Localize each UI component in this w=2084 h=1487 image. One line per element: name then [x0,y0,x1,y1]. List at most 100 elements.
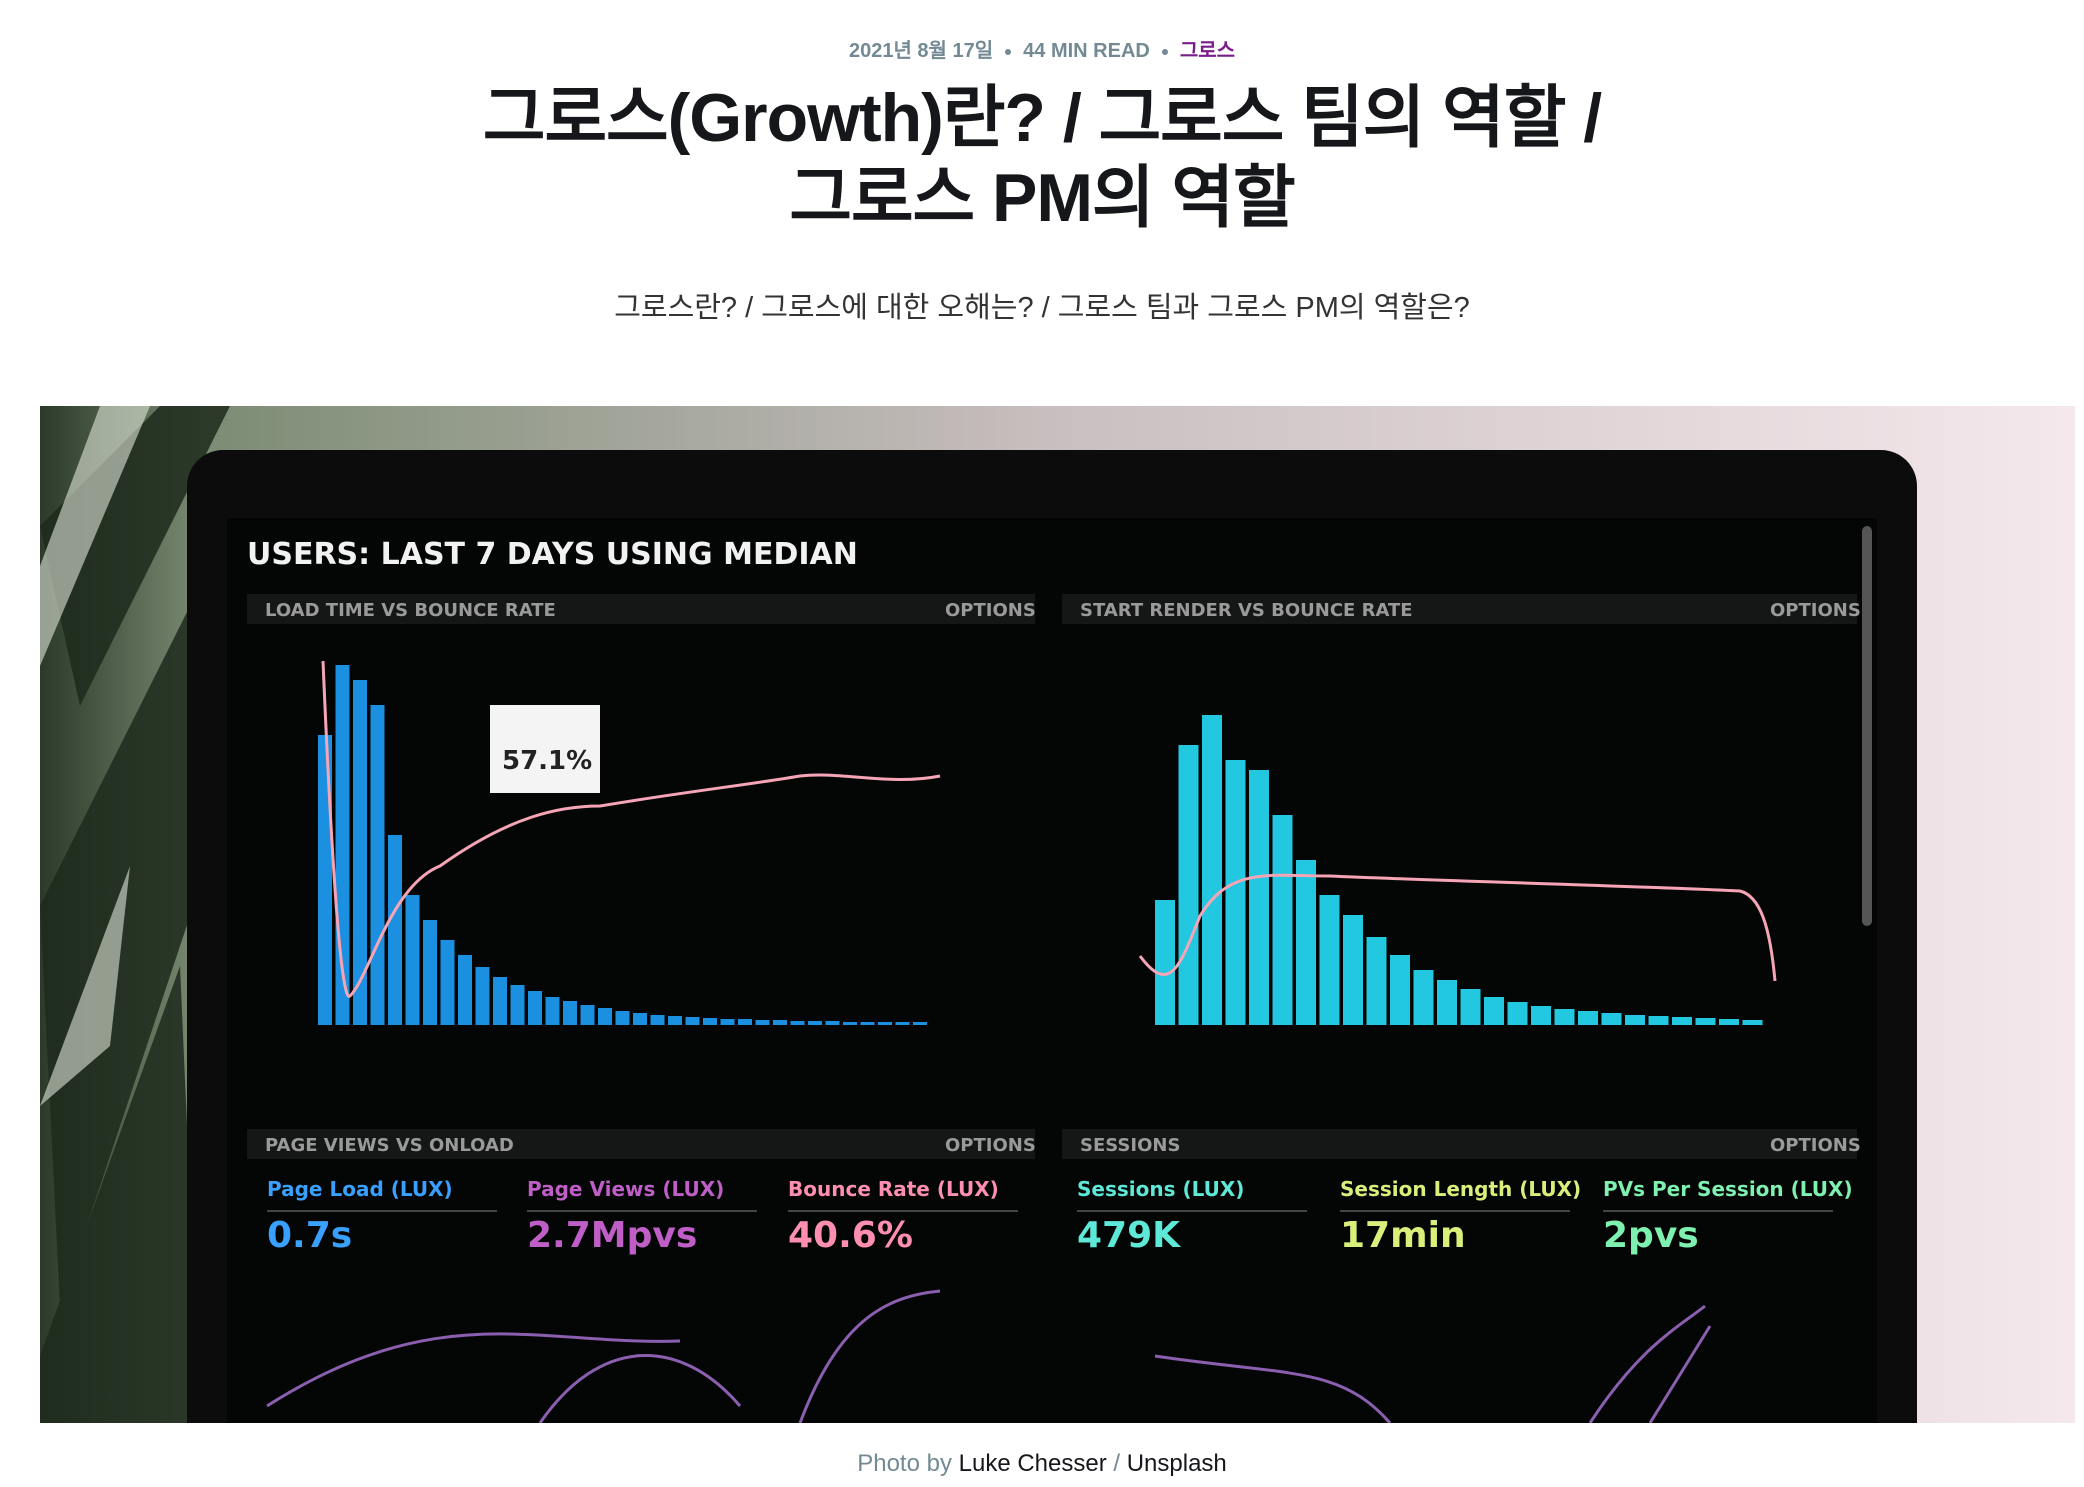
photo-bar [1225,760,1246,1025]
photo-bar [563,1001,577,1025]
photo-bar [633,1013,647,1025]
photo-bar [773,1020,787,1025]
metric-label: Sessions (LUX) [1077,1177,1244,1201]
tooltip-value: 57.1% [502,746,592,776]
photo-bar [650,1015,665,1025]
screen [227,518,1877,1423]
photo-bar [878,1022,892,1025]
photo-line [321,660,941,998]
metric-value: 40.6% [788,1215,913,1256]
image-caption: Photo by Luke Chesser / Unsplash [0,1450,2084,1478]
metric-value: 2pvs [1603,1215,1699,1256]
photo-bar [1155,900,1175,1025]
photo-bar [1319,895,1340,1025]
post-subtitle: 그로스란? / 그로스에 대한 오해는? / 그로스 팀과 그로스 PM의 역할… [614,292,1470,324]
post-date: 2021년 8월 17일 [848,40,994,62]
photo-bar [685,1017,700,1025]
photo-bar [1648,1016,1669,1025]
photo-bar [458,955,472,1025]
photo-bar [370,705,385,1025]
photo-bar [353,680,367,1025]
photo-bar [493,977,507,1025]
photo-bar [895,1022,910,1025]
photo-bar [1484,997,1504,1025]
leaves-highlight [40,406,150,1106]
photo-bar [825,1021,840,1025]
caption-separator: / [1113,1450,1121,1477]
panel-options: OPTIONS [1770,600,1861,621]
caption-prefix: Photo by [857,1450,952,1477]
post-tag[interactable]: 그로스 [1179,40,1236,62]
hero-image: USERS: LAST 7 DAYS USING MEDIAN LOAD TIM… [40,406,2075,1423]
photo-bar [475,967,490,1025]
photo-bar [1272,815,1293,1025]
metric-value: 17min [1340,1215,1466,1256]
title-line: 그로스 PM의 역할 [789,160,1295,236]
panel-header [247,594,1035,624]
photo-bar [528,991,542,1025]
metric-value: 479K [1077,1215,1181,1256]
photo-bar [1202,715,1222,1025]
separator-dot [1005,48,1012,55]
photo-bar [1437,980,1457,1025]
photo-bar [1625,1015,1645,1025]
photo-bar [1742,1020,1763,1025]
photo-bar [1695,1018,1716,1025]
photo-bar [1601,1013,1622,1025]
photo-bar [1390,955,1410,1025]
panel-title: START RENDER VS BOUNCE RATE [1080,600,1413,621]
photo-bar [860,1022,875,1025]
photo-bar [1554,1009,1575,1025]
photo-bar [1578,1011,1598,1025]
photo-bar [423,920,437,1025]
photo-bar [580,1005,595,1025]
scrollbar [1862,526,1872,926]
photo-bar [1366,937,1387,1025]
photo-bar [668,1016,682,1025]
tooltip [490,705,600,793]
photo-line [266,1289,1712,1423]
metric-label: Bounce Rate (LUX) [788,1177,999,1201]
caption-author[interactable]: Luke Chesser [958,1450,1107,1477]
panel-header [247,1129,1035,1159]
caption-source[interactable]: Unsplash [1126,1450,1227,1477]
dashboard-texts: LOAD TIME VS BOUNCE RATE OPTIONS START REN… [265,600,1861,1256]
photo-bar [510,985,525,1025]
bar-decoration [318,665,1763,1025]
panel-options: OPTIONS [1770,1135,1861,1156]
post-meta: 2021년 8월 17일 44 MIN READ 그로스 [0,34,2084,63]
metric-label: Page Load (LUX) [267,1177,453,1201]
photo-bar [440,940,455,1025]
metric-value: 2.7Mpvs [527,1215,697,1256]
metric-value: 0.7s [267,1215,352,1256]
photo-bar [1343,915,1363,1025]
photo-bar [1531,1006,1551,1025]
photo-bar [1178,745,1199,1025]
photo-bar [1507,1002,1528,1025]
photo-bar [843,1022,857,1025]
panel-header [1062,1129,1857,1159]
photo-bar [755,1020,770,1025]
panel-options: OPTIONS [945,600,1036,621]
photo-bar [388,835,402,1025]
photo-bar [1719,1019,1739,1025]
post-title: 그로스(Growth)란? / 그로스 팀의 역할 / 그로스 PM의 역할 [0,78,2084,238]
panel-title: SESSIONS [1080,1135,1180,1156]
photo-bar [1672,1017,1692,1025]
panel-header [1062,594,1857,624]
photo-bar [913,1022,927,1025]
separator-dot [1161,48,1168,55]
photo-bar [405,895,420,1025]
photo-bar [720,1019,735,1025]
photo-bar [1249,770,1269,1025]
dashboard-heading: USERS: LAST 7 DAYS USING MEDIAN [247,537,858,572]
photo-bar [1413,970,1434,1025]
photo-bar [790,1021,805,1025]
metric-label: Page Views (LUX) [527,1177,724,1201]
photo-bar [1460,989,1481,1025]
metric-label: Session Length (LUX) [1340,1177,1581,1201]
metric-label: PVs Per Session (LUX) [1603,1177,1853,1201]
title-line: 그로스(Growth)란? / 그로스 팀의 역할 / [482,80,1602,156]
photo-bar [808,1021,822,1025]
